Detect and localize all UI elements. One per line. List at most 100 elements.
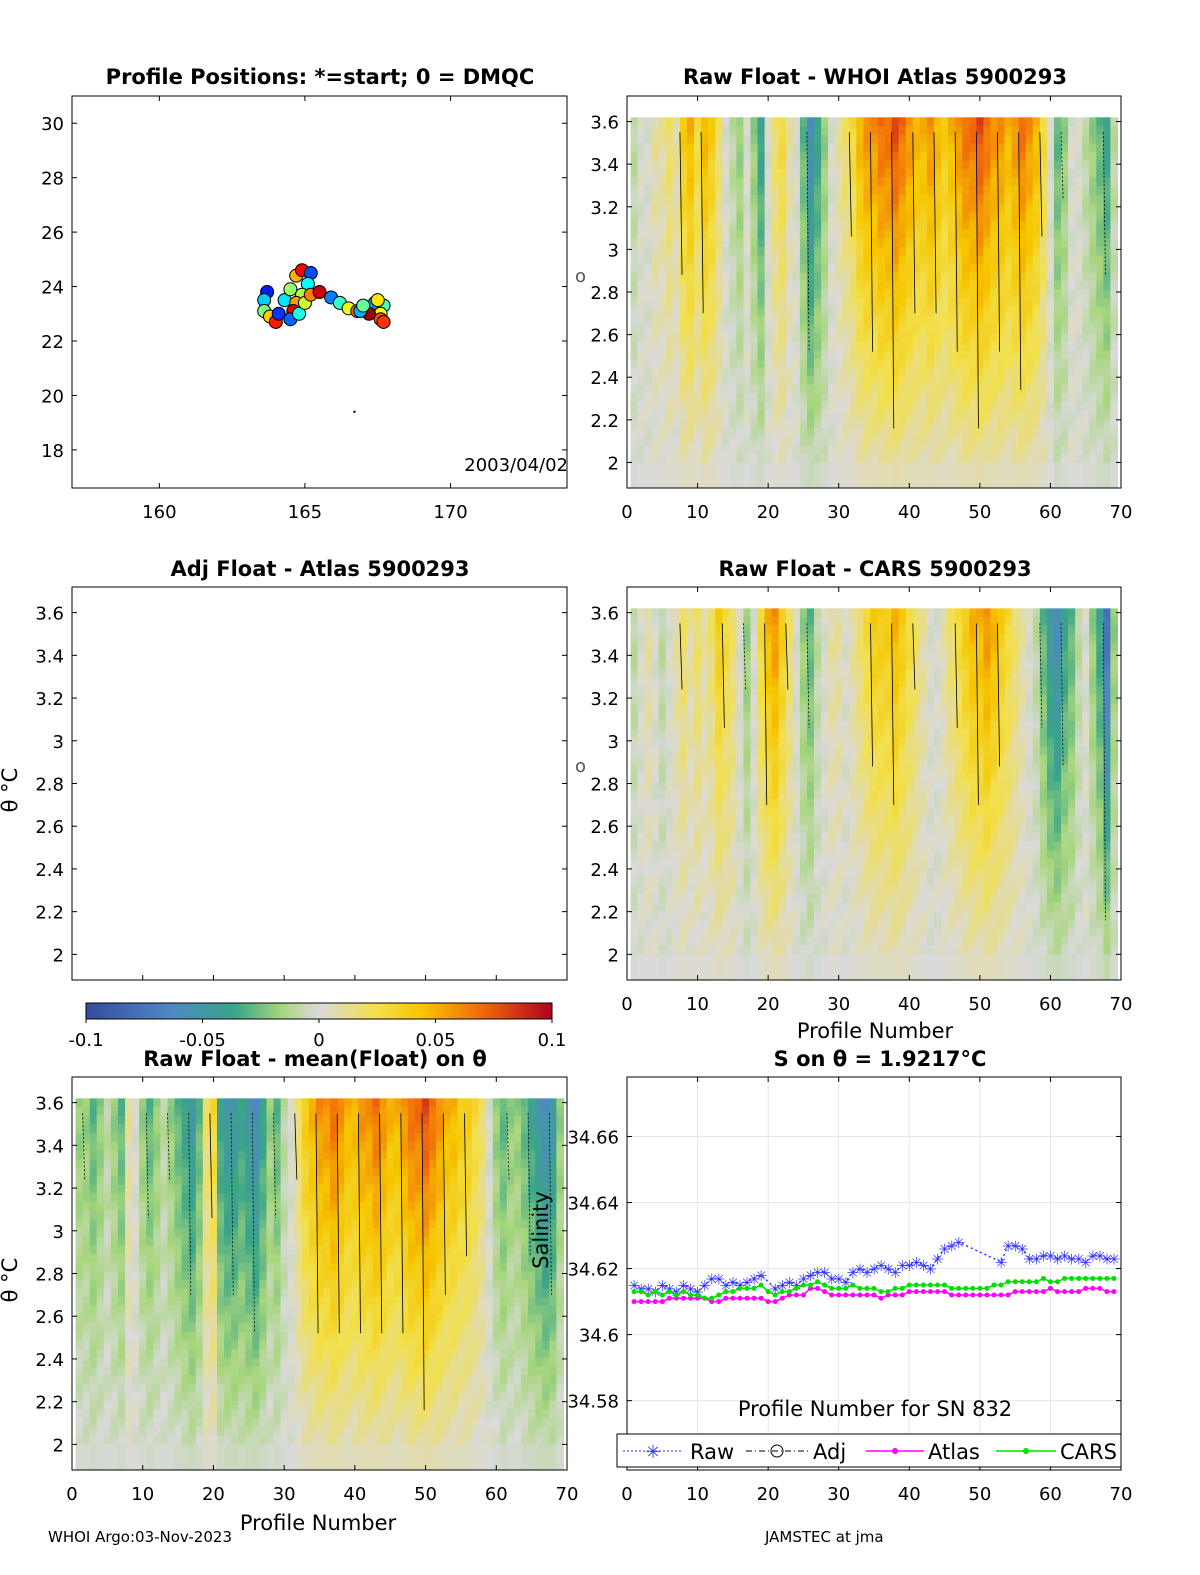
- heat-cell: [764, 746, 773, 757]
- heat-cell: [715, 625, 723, 635]
- heat-cell: [1110, 194, 1119, 205]
- heat-cell: [828, 859, 836, 869]
- heat-cell: [969, 746, 977, 757]
- heat-cell: [919, 177, 928, 187]
- heat-cell: [764, 350, 773, 360]
- heat-cell: [750, 764, 759, 774]
- heat-cell: [814, 315, 822, 325]
- heat-cell: [898, 850, 907, 860]
- heat-cell: [905, 755, 914, 765]
- heat-cell: [799, 272, 808, 282]
- heat-cell: [933, 393, 942, 403]
- heat-cell: [905, 824, 914, 834]
- heat-cell: [905, 393, 914, 403]
- heat-cell: [933, 453, 942, 464]
- ytick-label: 2.8: [590, 283, 619, 304]
- heat-cell: [644, 246, 653, 256]
- heat-cell: [877, 143, 886, 153]
- heat-cell: [764, 143, 773, 153]
- heat-cell: [1089, 263, 1097, 274]
- heat-cell: [884, 720, 893, 731]
- heat-cell: [630, 712, 639, 722]
- heat-cell: [630, 272, 639, 282]
- heat-cell: [828, 686, 836, 696]
- heat-cell: [962, 642, 970, 653]
- heat-cell: [672, 220, 681, 231]
- heat-cell: [1011, 212, 1020, 222]
- heat-cell: [722, 367, 730, 377]
- heat-cell: [686, 885, 695, 895]
- heat-cell: [835, 703, 843, 713]
- heat-cell: [686, 686, 695, 696]
- heat-cell: [658, 307, 667, 317]
- heat-cell: [1089, 307, 1097, 317]
- heat-cell: [891, 298, 900, 308]
- heat-cell: [644, 281, 653, 291]
- heat-cell: [962, 402, 970, 412]
- heat-cell: [750, 315, 759, 325]
- heat-cell: [933, 824, 942, 834]
- heat-cell: [701, 859, 709, 869]
- heat-cell: [665, 833, 674, 843]
- heat-cell: [870, 634, 879, 644]
- heat-cell: [708, 453, 716, 464]
- heat-cell: [708, 151, 716, 162]
- heat-cell: [799, 911, 808, 921]
- heat-cell: [912, 307, 921, 317]
- heat-cell: [743, 876, 752, 886]
- heat-cell: [1025, 453, 1034, 464]
- heat-cell: [926, 436, 935, 446]
- heat-cell: [694, 246, 702, 256]
- heat-cell: [771, 117, 780, 127]
- heat-cell: [976, 125, 984, 136]
- heat-cell: [729, 893, 737, 904]
- heat-cell: [1046, 263, 1055, 274]
- heat-cell: [736, 281, 745, 291]
- heat-cell: [835, 203, 843, 213]
- heat-cell: [1068, 393, 1076, 403]
- heat-cell: [842, 436, 850, 446]
- heat-cell: [708, 263, 716, 274]
- heat-cell: [891, 220, 900, 231]
- heat-cell-deep: [962, 954, 970, 980]
- heat-cell: [990, 419, 999, 429]
- heat-cell: [941, 686, 949, 696]
- heat-cell: [715, 255, 723, 265]
- heat-cell: [948, 125, 956, 136]
- heat-cell: [764, 841, 773, 852]
- heat-cell: [877, 746, 886, 757]
- heat-cell: [764, 876, 773, 886]
- heat-cell: [701, 160, 709, 170]
- heat-cell: [743, 937, 752, 947]
- heat-cell: [919, 651, 928, 661]
- heat-cell-deep: [1110, 462, 1119, 488]
- heat-cell: [884, 229, 893, 239]
- heat-cell: [644, 790, 653, 800]
- heat-cell: [785, 402, 794, 412]
- heat-cell: [708, 445, 716, 455]
- heat-cell: [842, 833, 850, 843]
- heat-cell: [708, 289, 716, 300]
- heat-cell: [722, 634, 730, 644]
- heat-cell: [863, 238, 872, 248]
- heat-cell: [919, 642, 928, 653]
- heat-cell: [863, 867, 872, 878]
- heat-cell: [799, 358, 808, 369]
- heat-cell: [637, 668, 646, 679]
- heat-cell: [1053, 367, 1062, 377]
- heat-cell: [891, 376, 900, 386]
- heat-cell: [849, 729, 857, 739]
- heat-cell: [757, 764, 766, 774]
- heat-cell: [722, 384, 730, 395]
- heat-cell: [955, 393, 963, 403]
- heat-cell: [877, 642, 886, 653]
- heat-cell: [821, 764, 829, 774]
- heat-cell: [898, 324, 907, 334]
- heat-cell: [1046, 281, 1055, 291]
- heat-cell: [948, 642, 956, 653]
- heat-cell: [771, 376, 780, 386]
- heat-cell-deep: [912, 954, 921, 980]
- heat-cell: [1018, 427, 1027, 438]
- heat-cell: [849, 807, 857, 817]
- heat-cell: [715, 134, 723, 144]
